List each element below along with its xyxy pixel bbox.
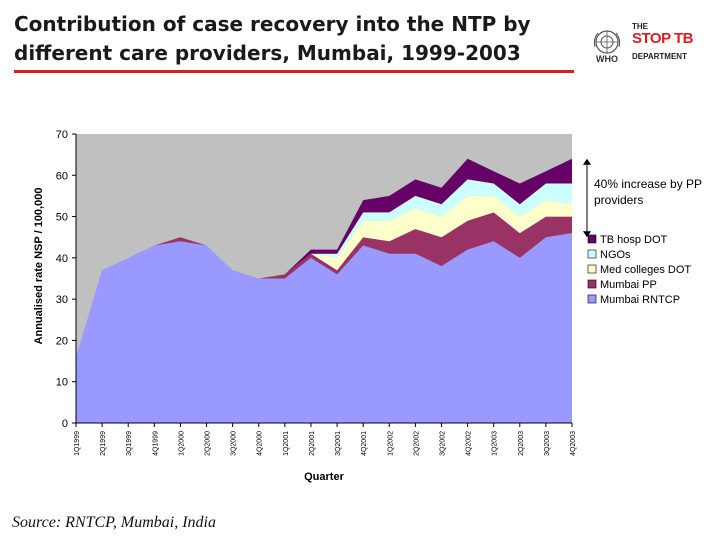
x-tick-label: 3Q2002	[440, 431, 447, 456]
annotation-arrowhead-top	[583, 158, 591, 165]
plot-area	[76, 134, 572, 423]
x-tick-label: 2Q2003	[518, 431, 525, 456]
x-tick-label: 1Q2000	[178, 431, 185, 456]
legend-swatch-ngos	[587, 249, 597, 259]
legend-swatch-mumbai-pp	[587, 279, 597, 289]
annotation: 40% increase by PP providers	[583, 158, 702, 238]
un-emblem-icon	[593, 30, 621, 54]
logos: WHO THE STOP TB DEPARTMENT	[590, 20, 714, 70]
axes: 0 10 20 30 40 50 60 70 1Q1999 2Q1999 3Q1999 4Q1999 1…	[56, 129, 577, 456]
stoptb-main: STOP TB	[632, 30, 693, 47]
legend-swatch-tb-hosp-dot	[587, 234, 597, 244]
x-tick-label: 4Q2003	[570, 431, 577, 456]
area-mumbai-pp	[76, 212, 572, 357]
x-tick-label: 1Q2001	[283, 431, 290, 456]
x-tick-label: 4Q1999	[152, 431, 159, 456]
x-tick-label: 1Q2002	[387, 431, 394, 456]
legend-swatch-med-colleges-dot	[587, 264, 597, 274]
y-tick-label: 10	[56, 377, 68, 389]
x-tick-label: 3Q2000	[231, 431, 238, 456]
legend-swatch-mumbai-rntcp	[587, 294, 597, 304]
legend-label-ngos: NGOs	[600, 249, 631, 261]
x-tick-label: 4Q2001	[361, 431, 368, 456]
y-tick-label: 60	[56, 170, 68, 182]
annotation-line-2: providers	[594, 193, 643, 207]
legend-label-med-colleges-dot: Med colleges DOT	[600, 264, 691, 276]
title-underline	[14, 70, 574, 73]
legend: TB hosp DOT NGOs Med colleges DOT Mumbai PP…	[587, 234, 691, 306]
y-tick-label: 0	[62, 418, 68, 430]
title-line-1: Contribution of case recovery into the N…	[14, 12, 531, 36]
x-tick-label: 2Q2001	[309, 431, 316, 456]
source-note: Source: RNTCP, Mumbai, India	[12, 514, 216, 531]
annotation-arrowhead-bottom	[583, 231, 591, 238]
annotation-line-1: 40% increase by PP	[594, 177, 702, 191]
x-tick-label: 1Q1999	[74, 431, 81, 456]
who-text: WHO	[596, 54, 618, 64]
stacked-area-chart: 0 10 20 30 40 50 60 70 1Q1999 2Q1999 3Q1999 4Q1999 1…	[33, 129, 702, 483]
x-tick-label: 2Q1999	[100, 431, 107, 456]
x-tick-label: 3Q2003	[544, 431, 551, 456]
legend-label-mumbai-pp: Mumbai PP	[600, 279, 657, 291]
x-tick-label: 3Q2001	[335, 431, 342, 456]
x-tick-label: 4Q2002	[466, 431, 473, 456]
y-tick-label: 20	[56, 335, 68, 347]
y-tick-label: 30	[56, 294, 68, 306]
x-tick-label: 1Q2003	[492, 431, 499, 456]
y-tick-label: 40	[56, 253, 68, 265]
x-axis-title: Quarter	[304, 471, 344, 483]
x-tick-label: 3Q1999	[126, 431, 133, 456]
y-tick-label: 70	[56, 129, 68, 141]
x-tick-label: 2Q2000	[205, 431, 212, 456]
y-tick-label: 50	[56, 212, 68, 224]
stoptb-logo: THE STOP TB DEPARTMENT	[630, 22, 710, 66]
x-tick-label: 2Q2002	[413, 431, 420, 456]
area-mumbai-rntcp	[76, 233, 572, 423]
legend-label-mumbai-rntcp: Mumbai RNTCP	[600, 294, 680, 306]
stoptb-department: DEPARTMENT	[632, 52, 687, 61]
y-axis-title: Annualised rate NSP / 100,000	[33, 188, 45, 345]
x-tick-label: 4Q2000	[257, 431, 264, 456]
legend-label-tb-hosp-dot: TB hosp DOT	[600, 234, 668, 246]
page-title: Contribution of case recovery into the N…	[14, 10, 574, 68]
title-line-2: different care providers, Mumbai, 1999-2…	[14, 41, 521, 65]
stoptb-the: THE	[632, 22, 648, 31]
